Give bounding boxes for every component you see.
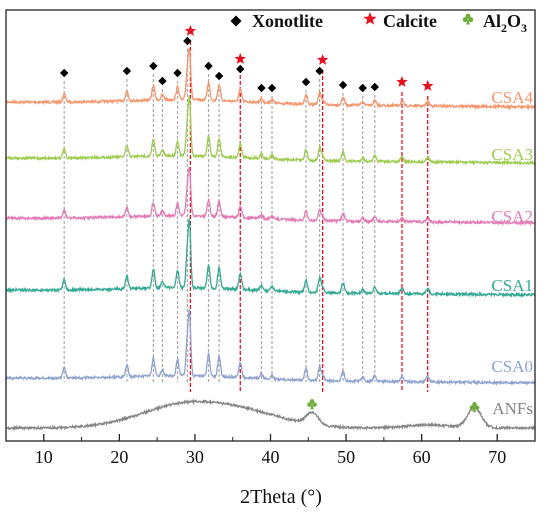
series-csa3-curve: [5, 94, 536, 167]
legend-calcite-marker: [363, 12, 377, 25]
series-csa2-label: CSA2: [491, 207, 533, 226]
series-csa2-curve: [5, 166, 536, 227]
club-stem: [466, 19, 470, 25]
club-lobe: [462, 17, 468, 23]
club-stem: [472, 407, 477, 413]
al2o3-marker: [469, 402, 480, 413]
legend-al2o3-marker: [462, 13, 474, 25]
series-anfs-label: ANFs: [492, 399, 533, 418]
x-tick-label: 20: [110, 447, 128, 467]
series-csa1-label: CSA1: [491, 276, 533, 295]
xonotlite-marker: [149, 61, 158, 71]
xonotlite-marker: [315, 66, 324, 76]
calcite-marker: [234, 53, 246, 64]
xonotlite-marker: [257, 83, 266, 93]
xonotlite-marker: [158, 76, 167, 86]
club-lobe: [468, 17, 474, 23]
peak-guide-lines: [63, 41, 429, 392]
club-lobe: [469, 405, 475, 410]
xonotlite-marker: [236, 64, 245, 74]
x-tick-label: 70: [488, 447, 506, 467]
xonotlite-marker: [173, 68, 182, 78]
legend-calcite-label: Calcite: [383, 11, 437, 31]
club-lobe: [472, 402, 477, 407]
club-lobe: [465, 13, 471, 19]
series-csa3-label: CSA3: [491, 145, 533, 164]
legend-xonotlite-marker: [230, 15, 242, 27]
series-csa1-curve: [5, 217, 536, 299]
x-axis-title: 2Theta (°): [240, 486, 322, 508]
calcite-marker: [316, 54, 329, 65]
xonotlite-marker: [204, 61, 213, 71]
calcite-marker: [184, 25, 197, 36]
club-lobe: [312, 402, 317, 407]
legend-xonotlite-label: Xonotlite: [252, 11, 323, 31]
legend-al2o3-label: Al2O3: [483, 11, 527, 35]
xonotlite-marker: [358, 83, 367, 93]
series-csa0-curve: [5, 309, 535, 387]
x-tick-label: 60: [413, 447, 431, 467]
xonotlite-marker: [267, 83, 277, 93]
peak-markers: [59, 25, 480, 413]
x-tick-label: 10: [35, 447, 53, 467]
xonotlite-marker: [370, 82, 379, 92]
xonotlite-marker: [59, 68, 69, 78]
series-csa4-label: CSA4: [491, 88, 533, 107]
x-axis: 10 20 30 40 50 60 70: [5, 9, 536, 467]
series-csa0-label: CSA0: [491, 357, 533, 376]
club-lobe: [309, 399, 315, 404]
xonotlite-marker: [338, 80, 348, 90]
x-tick-label: 50: [337, 447, 355, 467]
series-csa4-curve: [5, 47, 536, 111]
xonotlite-marker: [214, 71, 224, 81]
xonotlite-marker: [301, 77, 311, 87]
club-stem: [310, 404, 314, 410]
club-lobe: [307, 402, 312, 407]
xonotlite-marker: [122, 66, 132, 76]
x-tick-label: 40: [262, 447, 280, 467]
club-lobe: [474, 405, 480, 410]
x-tick-label: 30: [186, 447, 204, 467]
series-anfs-curve: [5, 398, 536, 431]
xonotlite-marker: [183, 36, 192, 46]
legend: Xonotlite Calcite Al2O3: [230, 11, 527, 35]
xrd-curves: CSA4 CSA3 CSA2 CSA1 CSA0 ANFs: [5, 47, 536, 431]
al2o3-marker: [307, 399, 317, 410]
calcite-marker: [421, 80, 434, 91]
calcite-marker: [396, 76, 408, 87]
